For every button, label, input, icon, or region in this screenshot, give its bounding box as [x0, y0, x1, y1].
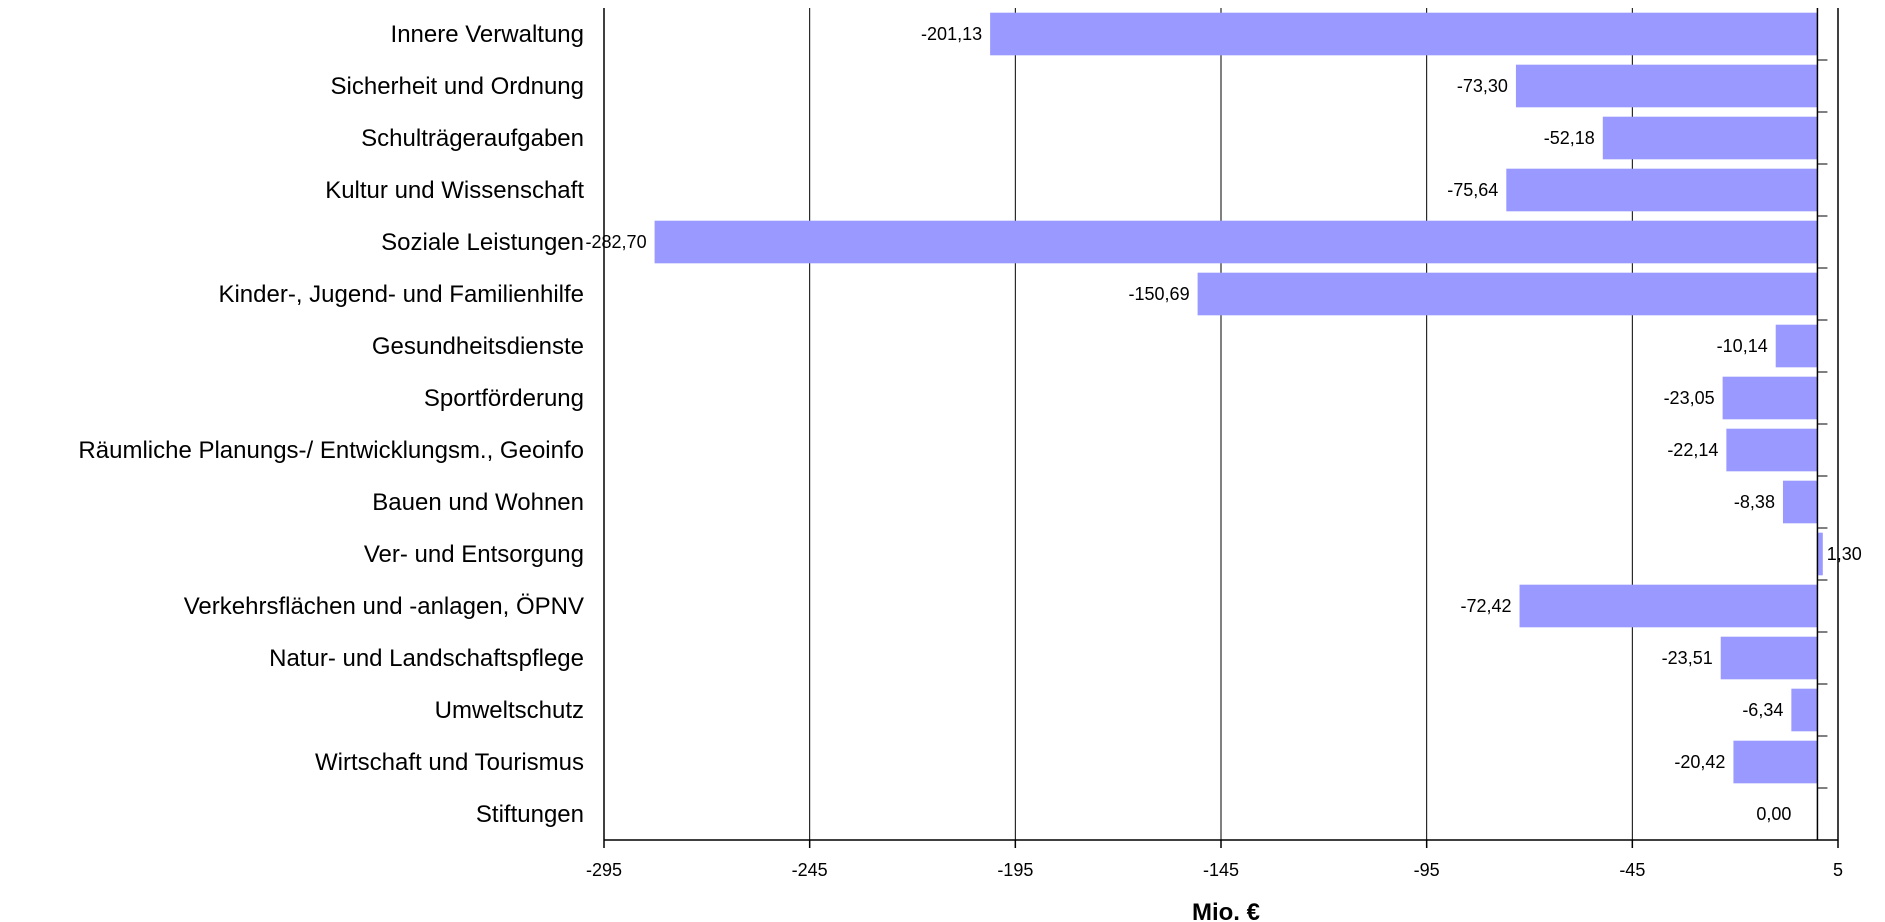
data-label: 1,30	[1827, 544, 1862, 564]
bar	[1515, 64, 1818, 108]
bar	[1817, 532, 1823, 576]
data-label: -73,30	[1457, 76, 1508, 96]
category-label: Kultur und Wissenschaft	[325, 177, 584, 204]
bar	[1733, 740, 1818, 784]
x-tick-label: -195	[997, 860, 1033, 880]
data-label: -282,70	[586, 232, 647, 252]
data-label: -23,05	[1664, 388, 1715, 408]
x-tick-label: 5	[1833, 860, 1843, 880]
category-label: Räumliche Planungs-/ Entwicklungsm., Geo…	[78, 437, 584, 464]
data-label: 0,00	[1756, 804, 1791, 824]
data-label: -8,38	[1734, 492, 1775, 512]
category-label: Ver- und Entsorgung	[364, 541, 584, 568]
data-label: -22,14	[1667, 440, 1718, 460]
bar	[1519, 584, 1818, 628]
category-label: Bauen und Wohnen	[372, 489, 584, 516]
x-tick-label: -45	[1619, 860, 1645, 880]
bar	[1726, 428, 1818, 472]
category-label: Stiftungen	[476, 801, 584, 828]
x-tick-labels: -295 -245 -195 -145 -95 -45 5	[586, 860, 1843, 880]
data-labels: -201,13 -73,30 -52,18 -75,64 -282,70 -150,69 -…	[586, 24, 1862, 824]
category-label: Gesundheitsdienste	[372, 333, 584, 360]
data-label: -10,14	[1717, 336, 1768, 356]
bar	[1602, 116, 1818, 160]
category-labels: Innere Verwaltung Sicherheit und Ordnung S…	[78, 21, 584, 828]
category-label: Schulträgeraufgaben	[361, 125, 584, 152]
bar	[1720, 636, 1818, 680]
bar	[1197, 272, 1818, 316]
category-label: Natur- und Landschaftspflege	[269, 645, 584, 672]
category-label: Kinder-, Jugend- und Familienhilfe	[218, 281, 584, 308]
bar	[1782, 480, 1818, 524]
category-label: Wirtschaft und Tourismus	[315, 749, 584, 776]
category-label: Soziale Leistungen	[381, 229, 584, 256]
bars	[654, 12, 1823, 784]
category-label: Verkehrsflächen und -anlagen, ÖPNV	[184, 593, 584, 620]
bar	[1506, 168, 1818, 212]
data-label: -150,69	[1129, 284, 1190, 304]
data-label: -23,51	[1662, 648, 1713, 668]
data-label: -20,42	[1674, 752, 1725, 772]
x-tick-label: -145	[1203, 860, 1239, 880]
bar	[1722, 376, 1818, 420]
data-label: -6,34	[1742, 700, 1783, 720]
bar	[1791, 688, 1818, 732]
category-label: Sicherheit und Ordnung	[331, 73, 585, 100]
data-label: -75,64	[1447, 180, 1498, 200]
category-label: Sportförderung	[424, 385, 584, 412]
category-label: Innere Verwaltung	[391, 21, 584, 48]
x-tick-label: -245	[792, 860, 828, 880]
data-label: -201,13	[921, 24, 982, 44]
axes	[603, 8, 1839, 848]
x-axis-title: Mio. €	[1192, 899, 1260, 922]
bar	[654, 220, 1818, 264]
grid-lines	[809, 8, 1633, 840]
data-label: -72,42	[1460, 596, 1511, 616]
x-tick-label: -295	[586, 860, 622, 880]
category-label: Umweltschutz	[435, 697, 584, 724]
x-tick-label: -95	[1414, 860, 1440, 880]
bar	[990, 12, 1818, 56]
data-label: -52,18	[1544, 128, 1595, 148]
bar	[1775, 324, 1818, 368]
